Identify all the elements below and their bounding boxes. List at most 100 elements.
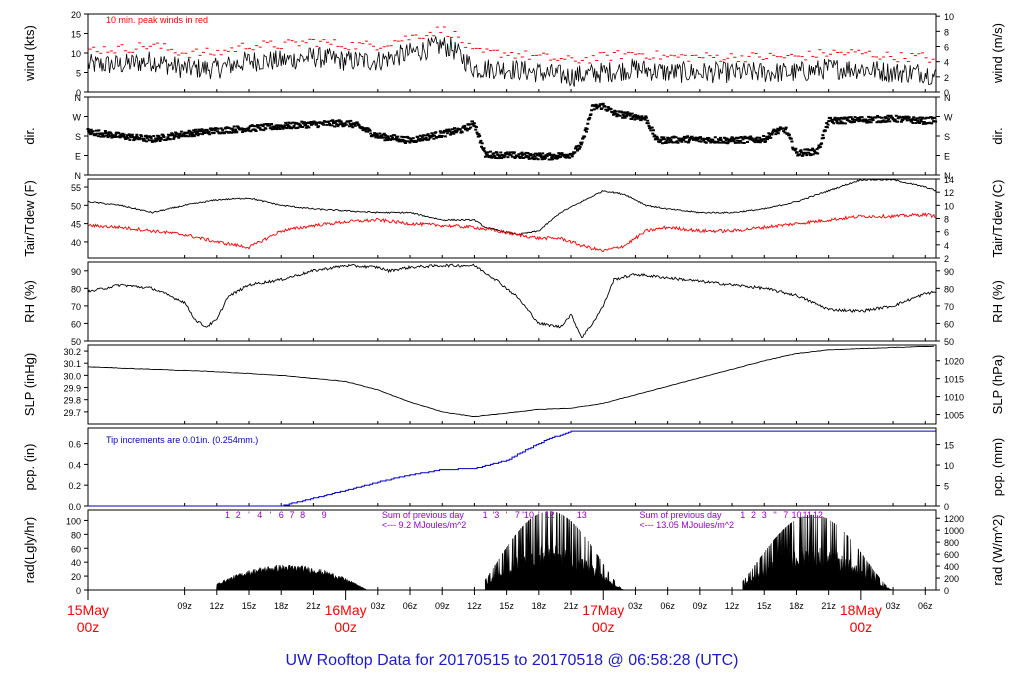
wind-ylabel-left: wind (kts) [22,25,37,82]
dir-ytick-label: N [75,171,82,181]
slp-ytick-label-right: 1015 [944,375,964,385]
pcp-ytick-label: 0.4 [68,460,81,470]
rad-hour-marker: 10 [791,510,801,520]
time-tick-label: 06z [403,601,418,611]
slp-ytick-label-right: 1005 [944,411,964,421]
day-label-time: 00z [77,619,100,635]
rh-frame [87,261,937,342]
rad-summary-line2: <--- 9.2 MJoules/m^2 [382,520,467,530]
time-tick-label: 15z [242,601,257,611]
dir-ytick-label: E [75,152,81,162]
temp-ytick-label: 45 [71,220,81,230]
rad-ylabel-right: rad (W/m^2) [990,514,1005,585]
rh-ylabel-left: RH (%) [22,280,37,323]
slp-ylabel-left: SLP (inHg) [22,353,37,416]
rad-hour-marker: 4 [257,510,262,520]
rad-ytick-label-right: 600 [944,550,959,560]
temp-frame [87,178,937,259]
time-tick-label: 15z [757,601,772,611]
rad-hour-marker: ' [270,510,272,520]
slp-ytick-label: 30.2 [63,347,81,357]
rh-ytick-label-right: 80 [944,284,954,294]
dir-ytick-label-right: W [944,113,953,123]
wind-peak-marks [88,26,935,64]
slp-ytick-label: 29.7 [63,408,81,418]
rad-ytick-label-right: 1200 [944,514,964,524]
day-label-time: 00z [850,619,873,635]
dir-ytick-label-right: N [944,171,951,181]
rh-ytick-label-right: 60 [944,319,954,329]
time-axis: 09z 12z 15z 18z 21z 03z 06z 09z 12z 15z 18z 21z 03z 0… [67,590,933,635]
pcp-ytick-label-right: 5 [944,482,949,492]
slp-ytick-label-right: 1010 [944,393,964,403]
rad-ytick-label-right: 0 [944,586,949,596]
rad-day-1-area [216,564,378,591]
rad-ytick-label-right: 800 [944,538,959,548]
slp-ytick-label: 29.8 [63,396,81,406]
dir-ylabel-left: dir. [22,127,37,144]
rad-hour-marker: ' [506,510,508,520]
rad-hour-marker: 7 [289,510,294,520]
time-tick-label: 03z [886,601,901,611]
rad-hour-marker: 6 [279,510,284,520]
pcp-ytick-label-right: 10 [944,461,954,471]
time-tick-label: 21z [306,601,321,611]
temp-ytick-label-right: 4 [944,241,949,251]
time-tick-label: 21z [821,601,836,611]
temp-ytick-label-right: 12 [944,188,954,198]
time-tick-label: 03z [628,601,643,611]
time-tick-label: 21z [564,601,579,611]
temp-ytick-label-right: 14 [944,175,954,185]
dir-ytick-label-right: S [944,132,950,142]
time-tick-label: 18z [789,601,804,611]
wind-ytick-label: 0 [76,88,81,98]
time-tick-label: 09z [435,601,450,611]
temp-ytick-label: 40 [71,238,81,248]
rad-hour-marker: 1 [740,510,745,520]
wind-ytick-label-right: 6 [944,43,949,53]
temp-ytick-label-right: 6 [944,228,949,238]
rad-ytick-label-right: 400 [944,562,959,572]
wind-ytick-label-right: 10 [944,12,954,22]
rad-ytick-label-right: 1000 [944,526,964,536]
day-label-date: 16May [325,602,367,618]
wind-ytick-label-right: 2 [944,73,949,83]
pcp-ytick-label: 0.0 [68,502,81,512]
wind-ytick-label-right: 0 [944,88,949,98]
slp-frame [87,344,937,425]
dir-ylabel-right: dir. [990,127,1005,144]
day-label-date: 17May [582,602,624,618]
time-tick-label: 12z [467,601,482,611]
day-label-time: 00z [592,619,615,635]
temp-series-tair [87,178,937,236]
time-tick-label: 09z [693,601,708,611]
rad-ytick-label: 20 [71,572,81,582]
rh-ytick-label-right: 50 [944,337,954,347]
dir-ytick-label-right: E [944,152,950,162]
wind-ytick-label-right: 4 [944,58,949,68]
rh-ytick-label-right: 70 [944,302,954,312]
panel-wind: wind (kts) wind (m/s) 0 5 10 15 20 0 2 4 6 8 10 10 mi… [22,10,1005,98]
rh-ytick-label: 90 [71,267,81,277]
wind-ytick-label: 15 [71,30,81,40]
day-label-date: 15May [67,602,109,618]
rad-ytick-label-right: 200 [944,574,959,584]
rad-summary-line2: <--- 13.05 MJoules/m^2 [639,520,734,530]
rad-hour-marker: '10 [522,510,534,520]
rad-hour-marker: 3 [762,510,767,520]
time-tick-label: 12z [210,601,225,611]
rad-hour-marker: 12 [813,510,823,520]
temp-ytick-label-right: 8 [944,215,949,225]
rad-hour-marker: 2 [751,510,756,520]
temp-ytick-label: 50 [71,201,81,211]
day-label-date: 18May [840,602,882,618]
rad-hour-marker: ' [248,510,250,520]
temp-ylabel-left: Tair/Tdew (F) [22,180,37,257]
rad-hour-marker: 7 [783,510,788,520]
rad-hour-marker: 13 [577,510,587,520]
rad-hour-marker: 1 [225,510,230,520]
pcp-ytick-label-right: 15 [944,441,954,451]
chart-title: UW Rooftop Data for 20170515 to 20170518… [286,652,739,669]
time-tick-label: 18z [274,601,289,611]
